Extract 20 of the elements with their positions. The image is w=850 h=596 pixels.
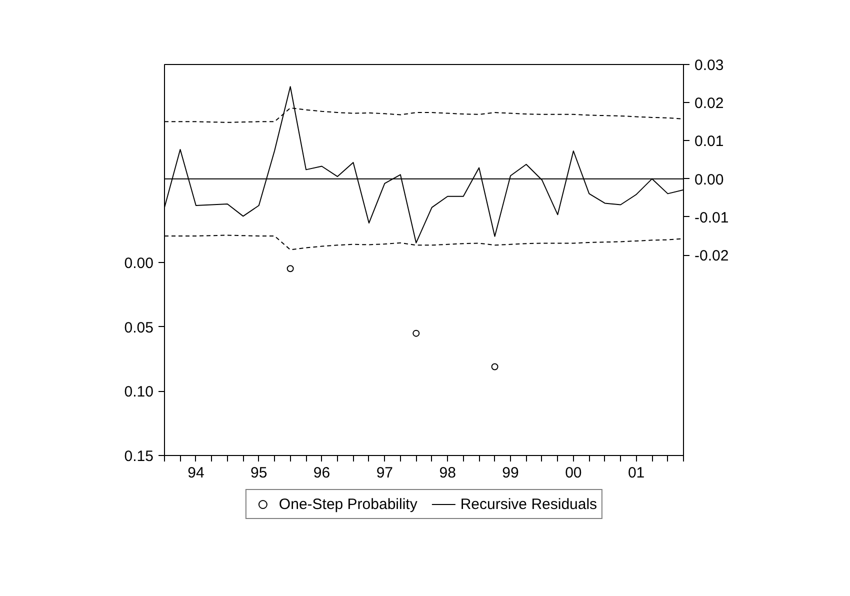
y-tick-label: 0.10 [124,384,154,401]
y-tick-label: 0.05 [124,319,154,336]
y2-tick-label: 0.00 [694,171,724,188]
x-tick-label: 99 [502,464,519,482]
legend-label: Recursive Residuals [460,496,598,512]
y2-tick-label: 0.01 [694,133,724,150]
y2-tick-label: -0.02 [694,248,729,265]
y2-tick-label: 0.03 [694,57,724,74]
y-tick-label: 0.00 [124,255,154,272]
y-tick-label: 0.15 [124,448,154,465]
x-tick-label: 98 [439,464,456,482]
x-tick-label: 00 [565,464,582,482]
x-tick-label: 01 [628,464,645,482]
x-tick-label: 95 [250,464,268,482]
x-tick-label: 96 [313,464,330,482]
legend-label: One-Step Probability [278,496,418,512]
y2-tick-label: -0.01 [694,209,729,226]
x-tick-label: 94 [188,464,204,482]
y2-tick-label: 0.02 [694,95,724,112]
x-tick-label: 97 [376,464,394,482]
